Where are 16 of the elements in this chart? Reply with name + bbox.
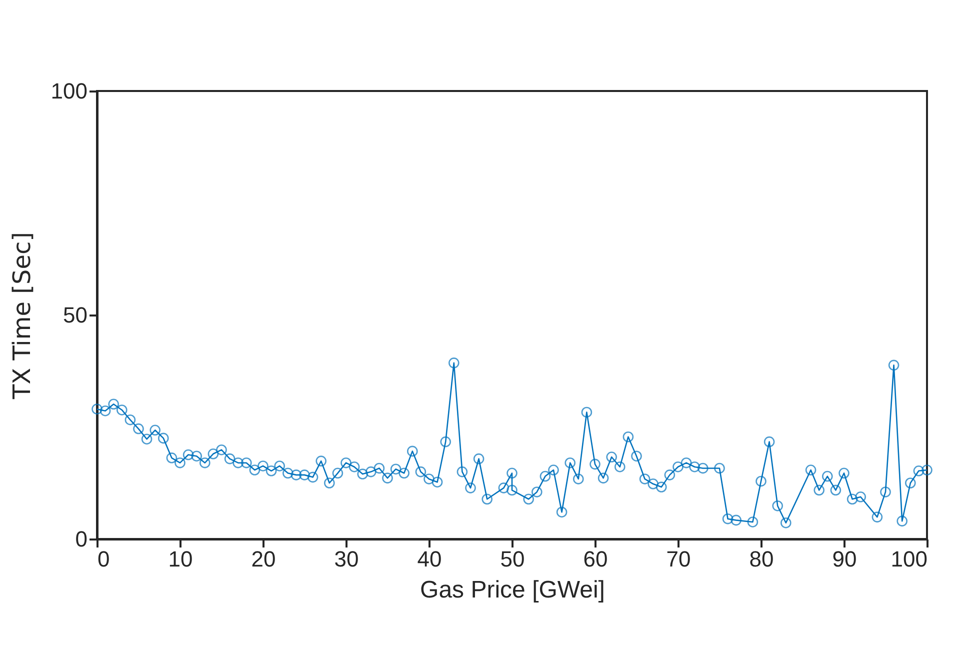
x-tick-label: 20 bbox=[251, 546, 276, 572]
x-tick-label: 70 bbox=[666, 546, 691, 572]
x-tick-label: 0 bbox=[98, 546, 110, 572]
x-tick-label: 90 bbox=[832, 546, 857, 572]
y-tick-label: 0 bbox=[75, 526, 88, 552]
x-axis-title: Gas Price [GWei] bbox=[420, 576, 605, 604]
x-tick-label: 60 bbox=[583, 546, 608, 572]
x-tick-label: 30 bbox=[334, 546, 359, 572]
y-tick-label: 50 bbox=[63, 302, 88, 328]
y-axis-title: TX Time [Sec] bbox=[8, 232, 36, 400]
x-tick-label: 50 bbox=[500, 546, 525, 572]
y-tick-label: 100 bbox=[50, 78, 88, 104]
x-tick-label: 80 bbox=[749, 546, 774, 572]
x-tick-label: 100 bbox=[890, 546, 928, 572]
x-tick-label: 10 bbox=[168, 546, 193, 572]
x-tick-label: 40 bbox=[417, 546, 442, 572]
